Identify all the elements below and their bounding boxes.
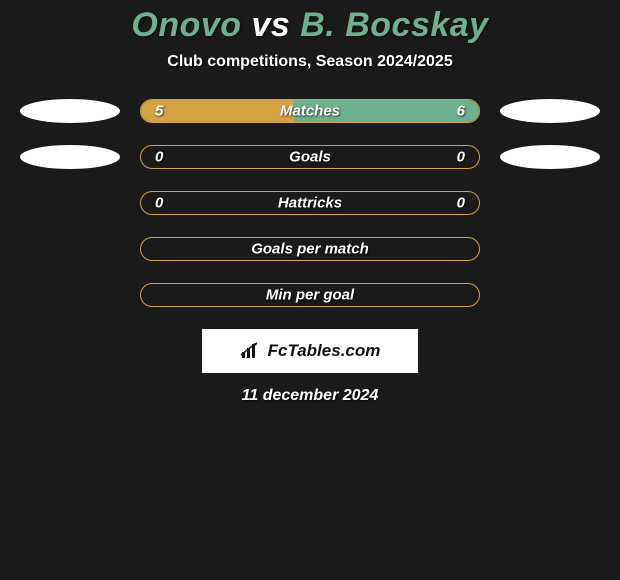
player2-oval <box>500 145 600 169</box>
bar-fill-left <box>141 100 294 122</box>
title-vs: vs <box>252 6 291 44</box>
stat-bar: Goals per match <box>140 237 480 261</box>
player2-oval <box>500 191 600 215</box>
title-player1: Onovo <box>131 6 241 44</box>
stat-row: Min per goal <box>0 283 620 307</box>
player2-oval <box>500 99 600 123</box>
player1-oval <box>20 283 120 307</box>
stat-row: 5 6 Matches <box>0 99 620 123</box>
bar-label: Min per goal <box>266 287 354 304</box>
stat-bar: 5 6 Matches <box>140 99 480 123</box>
bar-value-left: 5 <box>155 103 163 120</box>
player2-oval <box>500 237 600 261</box>
player2-oval <box>500 283 600 307</box>
stat-row: 0 0 Goals <box>0 145 620 169</box>
bar-value-left: 0 <box>155 195 163 212</box>
player1-oval <box>20 237 120 261</box>
stat-bar: 0 0 Goals <box>140 145 480 169</box>
bar-label: Hattricks <box>278 195 342 212</box>
bar-label: Goals <box>289 149 331 166</box>
player1-oval <box>20 99 120 123</box>
bar-chart-icon <box>240 342 262 360</box>
subtitle: Club competitions, Season 2024/2025 <box>0 53 620 71</box>
stat-row: 0 0 Hattricks <box>0 191 620 215</box>
date-text: 11 december 2024 <box>0 387 620 405</box>
stat-bar: 0 0 Hattricks <box>140 191 480 215</box>
player1-oval <box>20 145 120 169</box>
bar-label: Goals per match <box>251 241 369 258</box>
bar-value-right: 6 <box>457 103 465 120</box>
bar-value-right: 0 <box>457 195 465 212</box>
page-title: Onovo vs B. Bocskay <box>0 0 620 45</box>
player1-oval <box>20 191 120 215</box>
bar-value-left: 0 <box>155 149 163 166</box>
stat-bar: Min per goal <box>140 283 480 307</box>
bar-label: Matches <box>280 103 340 120</box>
stat-row: Goals per match <box>0 237 620 261</box>
brand-text: FcTables.com <box>268 341 381 361</box>
title-player2: B. Bocskay <box>300 6 488 44</box>
brand-box: FcTables.com <box>202 329 418 373</box>
stat-rows: 5 6 Matches 0 0 Goals 0 0 Hattricks Goals per mat… <box>0 99 620 307</box>
bar-value-right: 0 <box>457 149 465 166</box>
